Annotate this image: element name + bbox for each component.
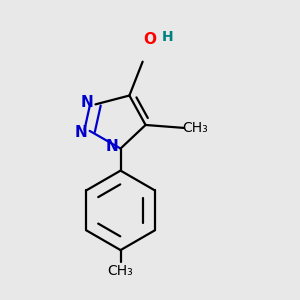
Text: N: N (81, 95, 94, 110)
Text: CH₃: CH₃ (108, 264, 134, 278)
Text: CH₃: CH₃ (182, 121, 208, 135)
Text: N: N (75, 125, 88, 140)
Text: O: O (143, 32, 157, 47)
Text: N: N (105, 139, 118, 154)
Text: H: H (162, 30, 173, 44)
